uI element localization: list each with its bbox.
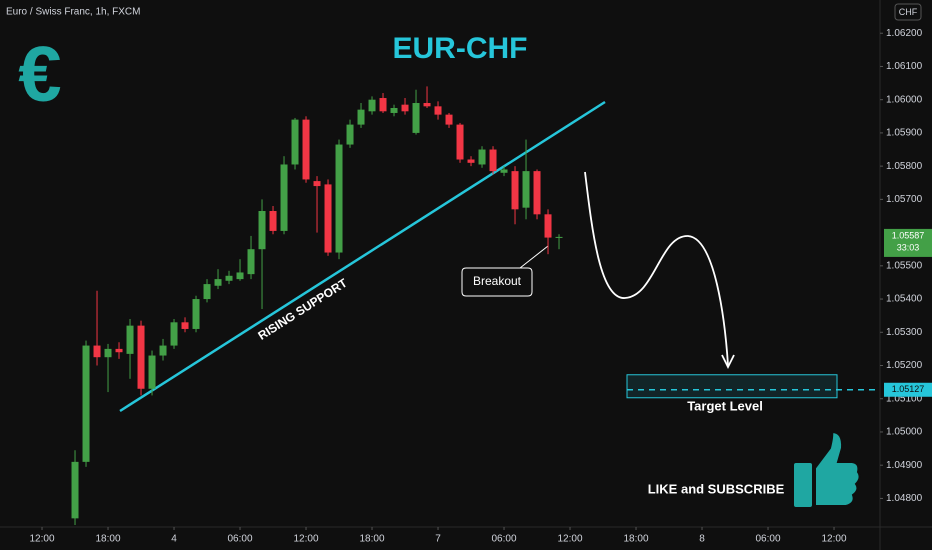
y-tick-label: 1.05700	[886, 194, 923, 205]
target-price-box	[884, 382, 932, 397]
candle-body	[82, 345, 90, 462]
projection-arrow	[584, 171, 729, 366]
x-tick-label: 18:00	[96, 534, 121, 545]
candle-body	[401, 104, 409, 112]
y-tick-label: 1.06200	[886, 28, 923, 39]
y-tick-label: 1.06100	[886, 61, 923, 72]
y-tick-label: 1.05800	[886, 161, 923, 172]
candle-body	[390, 107, 398, 113]
candle-body	[412, 103, 420, 133]
last-price-box	[884, 228, 932, 257]
x-tick-label: 18:00	[360, 534, 385, 545]
candle-body	[533, 171, 541, 215]
candle-body	[126, 325, 134, 354]
y-tick-label: 1.05200	[886, 360, 923, 371]
candle-body	[324, 184, 332, 253]
candle-body	[445, 114, 453, 125]
candle-body	[423, 103, 431, 107]
candle-body	[214, 279, 222, 286]
symbol-header: Euro / Swiss Franc, 1h, FXCM	[6, 7, 140, 18]
y-tick-label: 1.04900	[886, 460, 923, 471]
candle-body	[71, 461, 79, 519]
x-tick-label: 06:00	[228, 534, 253, 545]
y-tick-label: 1.06000	[886, 94, 923, 105]
currency-box	[894, 3, 922, 21]
candle-body	[258, 210, 266, 250]
x-tick-label: 12:00	[30, 534, 55, 545]
y-tick-label: 1.05500	[886, 260, 923, 271]
candle-body	[170, 322, 178, 346]
countdown-label: 33:03	[897, 242, 920, 252]
candle-body	[456, 124, 464, 160]
candle-body	[500, 169, 508, 173]
target-label: Target Level	[687, 398, 763, 413]
x-tick-label: 12:00	[558, 534, 583, 545]
x-tick-label: 18:00	[624, 534, 649, 545]
thumbs-up-icon	[792, 430, 861, 509]
x-tick-label: 4	[171, 534, 177, 545]
candle-body	[104, 348, 112, 358]
euro-icon: €	[18, 30, 61, 118]
trendline	[119, 100, 606, 413]
candle-body	[247, 249, 255, 275]
candle-body	[379, 98, 387, 112]
cta-label: LIKE and SUBSCRIBE	[648, 481, 785, 496]
candle-body	[544, 214, 552, 238]
candle-body	[280, 164, 288, 231]
y-tick-label: 1.05000	[886, 427, 923, 438]
candle-body	[225, 275, 233, 281]
x-tick-label: 06:00	[756, 534, 781, 545]
currency-label: CHF	[899, 7, 918, 17]
candle-body	[148, 355, 156, 389]
candle-body	[489, 149, 497, 172]
candle-body	[478, 149, 486, 165]
target-price-label: 1.05127	[892, 384, 925, 394]
candle-body	[291, 119, 299, 165]
candle-body	[467, 159, 475, 163]
candle-body	[335, 144, 343, 253]
y-tick-label: 1.04800	[886, 493, 923, 504]
candle-body	[192, 299, 200, 329]
candle-body	[181, 322, 189, 329]
arrow-head	[721, 354, 735, 370]
y-tick-label: 1.05300	[886, 327, 923, 338]
x-tick-label: 8	[699, 534, 705, 545]
breakout-pointer	[519, 245, 549, 269]
chart-title: EUR-CHF	[393, 32, 528, 65]
candle-body	[434, 106, 442, 115]
candle-body	[555, 236, 563, 238]
x-tick-label: 7	[435, 534, 441, 545]
x-tick-label: 06:00	[492, 534, 517, 545]
x-tick-label: 12:00	[294, 534, 319, 545]
candle-body	[236, 272, 244, 280]
candle-body	[93, 345, 101, 358]
candle-body	[368, 99, 376, 112]
candle-body	[313, 181, 321, 187]
y-tick-label: 1.05900	[886, 128, 923, 139]
candle-body	[357, 109, 365, 125]
breakout-bubble	[461, 267, 533, 297]
candle-body	[115, 348, 123, 353]
candle-body	[159, 345, 167, 356]
candle-body	[302, 119, 310, 180]
candle-body	[346, 124, 354, 145]
target-zone	[626, 374, 838, 399]
last-price-label: 1.05587	[892, 230, 925, 240]
y-tick-label: 1.05400	[886, 294, 923, 305]
breakout-label: Breakout	[473, 274, 522, 288]
x-tick-label: 12:00	[822, 534, 847, 545]
candle-body	[269, 210, 277, 231]
candle-body	[511, 171, 519, 210]
y-tick-label: 1.05100	[886, 393, 923, 404]
candle-body	[203, 284, 211, 300]
candle-body	[522, 171, 530, 208]
candle-body	[137, 325, 145, 389]
